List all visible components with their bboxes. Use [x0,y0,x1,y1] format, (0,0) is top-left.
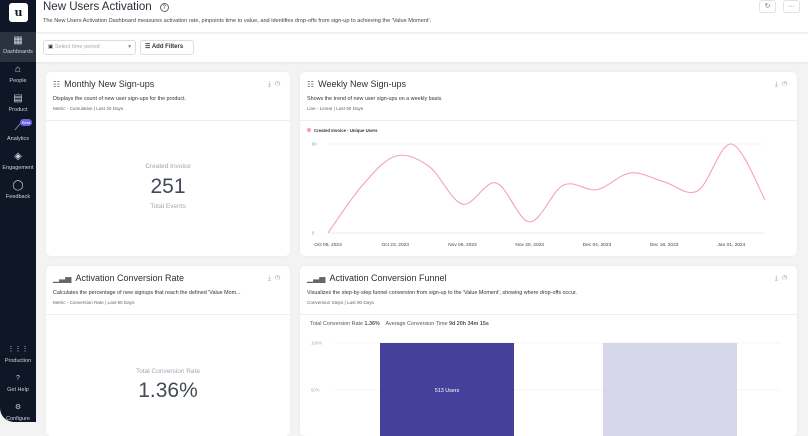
weekly-signups-card: ☷Weekly New Sign-ups ⤓◷ Shows the trend … [300,72,797,256]
legend-marker [307,128,311,132]
page-title: New Users Activation? [43,1,169,13]
funnel-chart: 100% 50% 513 Users [300,266,797,436]
card-title: ▁▃▅Activation Conversion Rate [53,273,184,283]
series-line [328,144,765,233]
dashboard-icon: ▦ [0,35,36,47]
funnel-bar-label: 513 Users [435,388,460,394]
sidebar-item-production[interactable]: ⋮⋮⋮Production [0,341,36,371]
sidebar-item-product[interactable]: ▤Product [0,90,36,120]
chevron-down-icon: ▾ [128,41,131,54]
card-meta: Metric - Conversion Rate | Last 90 Days [53,300,134,305]
metric-value: 251 [46,175,290,199]
metric-sublabel: Total Events [46,203,290,210]
x-tick-label: Oct 09, 2023 [314,242,342,248]
y-tick-label: 0 [312,231,315,236]
x-tick-label: Dec 04, 2023 [583,242,612,248]
help-icon[interactable]: ? [160,3,169,12]
download-icon[interactable]: ⤓ [268,275,275,282]
card-description: Displays the count of new user sign-ups … [53,96,186,102]
legend-label: Created Invoice - Unique Users [314,128,378,133]
history-icon[interactable]: ◷ [275,81,284,88]
sidebar-item-get-help[interactable]: ?Get Help [0,370,36,400]
page-description: The New Users Activation Dashboard measu… [43,18,431,24]
y-tick-label: 100% [311,341,322,346]
history-icon[interactable]: ◷ [275,275,284,282]
calendar-icon: ▣ [48,44,55,50]
card-title: ☷Monthly New Sign-ups [53,79,154,89]
x-tick-label: Nov 20, 2023 [515,242,544,248]
sidebar-item-people[interactable]: ⌂People [0,61,36,91]
feedback-icon: ◯ [0,180,36,192]
x-tick-label: Oct 23, 2023 [381,242,409,248]
filter-icon: ☰ [145,44,152,50]
app-logo[interactable]: u [9,3,28,22]
grid-icon: ⋮⋮⋮ [0,344,36,356]
metric-label: Created Invoice [46,163,290,170]
x-tick-label: Nov 06, 2023 [448,242,477,248]
funnel-bar [603,343,737,436]
time-period-select[interactable]: ▣ Select time period▾ [43,40,136,55]
metric-value: 1.36% [46,379,290,403]
filter-bar: ▣ Select time period▾ ☰ Add Filters [36,34,808,62]
add-filters-button[interactable]: ☰ Add Filters [140,40,194,55]
conversion-rate-card: ▁▃▅Activation Conversion Rate ⤓◷ Calcula… [46,266,290,436]
metric-label: Total Conversion Rate [46,368,290,375]
people-icon: ⌂ [0,64,36,76]
gear-icon: ⚙ [0,402,36,414]
chart-icon: ☷ [53,80,60,89]
sidebar-item-engagement[interactable]: ◈Engagement [0,148,36,178]
y-tick-label: 80 [312,142,317,147]
x-tick-label: Dec 18, 2023 [650,242,679,248]
x-tick-label: Jan 01, 2024 [718,242,746,248]
refresh-button[interactable]: ↻ [759,0,776,13]
bar-chart-icon: ▁▃▅ [53,274,71,283]
help-icon: ? [0,373,36,385]
layers-icon: ◈ [0,151,36,163]
weekly-line-chart: Created Invoice - Unique Users 0 80 Oct 09,… [300,72,797,256]
card-description: Calculates the percentage of new signups… [53,290,241,296]
sidebar-item-dashboards[interactable]: ▦Dashboards [0,32,36,62]
conversion-funnel-card: ▁▃▅Activation Conversion Funnel ⤓◷ Visua… [300,266,797,436]
page-header: New Users Activation? The New Users Acti… [36,0,808,33]
sidebar-item-configure[interactable]: ⚙Configure [0,399,36,429]
sidebar-item-feedback[interactable]: ◯Feedback [0,177,36,207]
card-meta: Metric - Cumulative | Last 30 Days [53,106,123,111]
y-tick-label: 50% [311,388,320,393]
beta-badge: Beta [20,119,32,126]
monthly-signups-card: ☷Monthly New Sign-ups ⤓◷ Displays the co… [46,72,290,256]
download-icon[interactable]: ⤓ [268,81,275,88]
more-button[interactable]: ··· [783,0,800,13]
product-icon: ▤ [0,93,36,105]
